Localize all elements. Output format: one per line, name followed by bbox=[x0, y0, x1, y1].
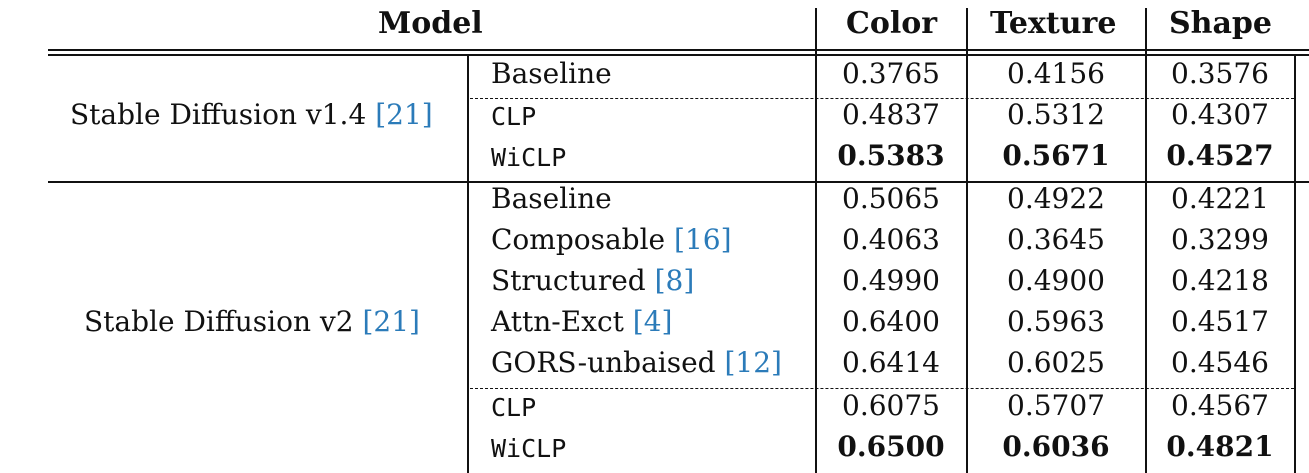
col-divider-texture bbox=[966, 8, 968, 473]
texture-score: 0.5312 bbox=[1007, 98, 1105, 131]
method-label: Attn-Exct [4] bbox=[491, 305, 672, 338]
citation-link[interactable]: [12] bbox=[715, 346, 782, 379]
method-name: WiCLP bbox=[491, 143, 567, 172]
group-model-v2: Stable Diffusion v2 [21] bbox=[84, 305, 420, 338]
header-rule-bottom bbox=[48, 54, 1309, 56]
shape-score: 0.4517 bbox=[1171, 305, 1269, 338]
dashed-rule-group1 bbox=[470, 98, 1294, 99]
method-label: Composable [16] bbox=[491, 223, 732, 256]
header-shape: Shape bbox=[1169, 6, 1272, 41]
texture-score: 0.5707 bbox=[1007, 389, 1105, 422]
method-name: CLP bbox=[491, 393, 537, 422]
method-label: WiCLP bbox=[491, 434, 566, 463]
col-divider-shape bbox=[1145, 8, 1147, 473]
method-label: WiCLP bbox=[491, 143, 566, 172]
method-name: Attn-Exct bbox=[491, 305, 624, 338]
color-score: 0.5065 bbox=[842, 182, 940, 215]
shape-score: 0.4527 bbox=[1166, 139, 1274, 172]
model-name: Stable Diffusion v1.4 bbox=[70, 98, 367, 131]
citation-link[interactable]: [21] bbox=[375, 98, 433, 131]
color-score: 0.6400 bbox=[842, 305, 940, 338]
method-label: CLP bbox=[491, 102, 536, 131]
texture-score: 0.4922 bbox=[1007, 182, 1105, 215]
shape-score: 0.3299 bbox=[1171, 223, 1269, 256]
method-name: WiCLP bbox=[491, 434, 567, 463]
method-name: CLP bbox=[491, 102, 537, 131]
method-label: Structured [8] bbox=[491, 264, 694, 297]
header-texture: Texture bbox=[990, 6, 1117, 41]
method-label: Baseline bbox=[491, 57, 612, 90]
texture-score: 0.5963 bbox=[1007, 305, 1105, 338]
dashed-rule-group2 bbox=[470, 388, 1294, 389]
color-score: 0.4837 bbox=[842, 98, 940, 131]
col-divider-color bbox=[815, 8, 817, 473]
method-label: CLP bbox=[491, 393, 536, 422]
color-score: 0.4990 bbox=[842, 264, 940, 297]
model-name: Stable Diffusion v2 bbox=[84, 305, 354, 338]
shape-score: 0.4546 bbox=[1171, 346, 1269, 379]
shape-score: 0.4218 bbox=[1171, 264, 1269, 297]
texture-score: 0.6025 bbox=[1007, 346, 1105, 379]
col-divider-method bbox=[467, 56, 469, 473]
method-name: Structured bbox=[491, 264, 646, 297]
header-rule-top bbox=[48, 49, 1309, 51]
group-separator bbox=[48, 181, 1309, 183]
texture-score: 0.4156 bbox=[1007, 57, 1105, 90]
texture-score: 0.6036 bbox=[1002, 430, 1110, 463]
shape-score: 0.4821 bbox=[1166, 430, 1274, 463]
citation-link[interactable]: [4] bbox=[623, 305, 673, 338]
col-divider-right bbox=[1294, 56, 1296, 473]
citation-link[interactable]: [8] bbox=[645, 264, 695, 297]
method-name: Baseline bbox=[491, 57, 612, 90]
method-label: GORS-unbaised [12] bbox=[491, 346, 782, 379]
method-label: Baseline bbox=[491, 182, 612, 215]
color-score: 0.6075 bbox=[842, 389, 940, 422]
color-score: 0.4063 bbox=[842, 223, 940, 256]
color-score: 0.6414 bbox=[842, 346, 940, 379]
color-score: 0.5383 bbox=[837, 139, 945, 172]
method-name: Baseline bbox=[491, 182, 612, 215]
texture-score: 0.5671 bbox=[1002, 139, 1110, 172]
header-color: Color bbox=[846, 6, 938, 41]
group-model-v14: Stable Diffusion v1.4 [21] bbox=[70, 98, 433, 131]
method-name: GORS-unbaised bbox=[491, 346, 716, 379]
color-score: 0.3765 bbox=[842, 57, 940, 90]
texture-score: 0.3645 bbox=[1007, 223, 1105, 256]
shape-score: 0.4567 bbox=[1171, 389, 1269, 422]
color-score: 0.6500 bbox=[837, 430, 945, 463]
citation-link[interactable]: [16] bbox=[665, 223, 732, 256]
shape-score: 0.4221 bbox=[1171, 182, 1269, 215]
shape-score: 0.3576 bbox=[1171, 57, 1269, 90]
shape-score: 0.4307 bbox=[1171, 98, 1269, 131]
citation-link[interactable]: [21] bbox=[362, 305, 420, 338]
method-name: Composable bbox=[491, 223, 666, 256]
texture-score: 0.4900 bbox=[1007, 264, 1105, 297]
header-model: Model bbox=[378, 6, 483, 41]
